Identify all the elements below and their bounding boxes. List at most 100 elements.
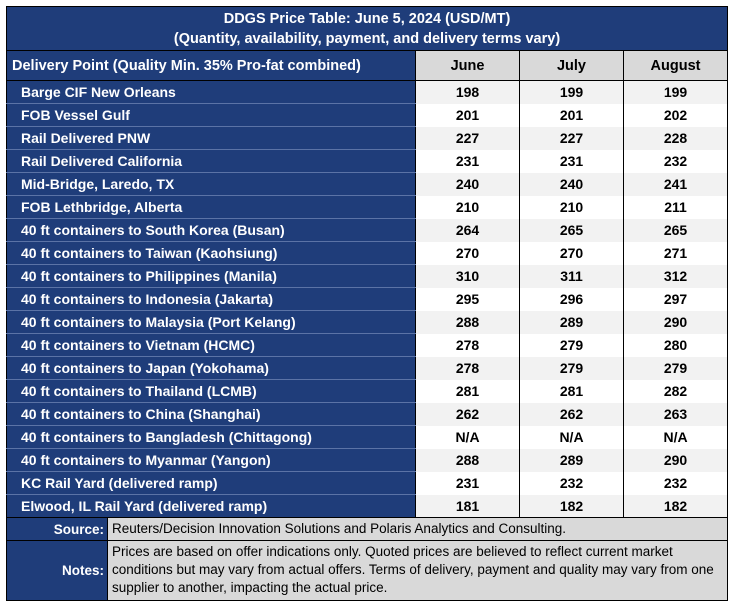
- ddgs-price-table: DDGS Price Table: June 5, 2024 (USD/MT) …: [5, 6, 729, 601]
- delivery-point-cell: 40 ft containers to Myanmar (Yangon): [6, 448, 416, 472]
- price-cell-july: 182: [519, 494, 624, 518]
- price-cell-july: 210: [519, 195, 624, 219]
- price-cell-july: 232: [519, 471, 624, 495]
- price-cell-july: 279: [519, 333, 624, 357]
- delivery-point-cell: 40 ft containers to Indonesia (Jakarta): [6, 287, 416, 311]
- price-cell-august: 279: [622, 356, 729, 380]
- delivery-point-cell: Rail Delivered PNW: [6, 126, 416, 150]
- footer-inner-table: Source: Reuters/Decision Innovation Solut…: [7, 518, 728, 540]
- table-row: Barge CIF New Orleans 198 199 199: [6, 80, 729, 104]
- price-cell-august: 232: [622, 149, 729, 173]
- price-cell-june: 281: [415, 379, 520, 403]
- delivery-point-cell: Elwood, IL Rail Yard (delivered ramp): [6, 494, 416, 518]
- price-cell-july: 281: [519, 379, 624, 403]
- title-line-2: (Quantity, availability, payment, and de…: [173, 31, 561, 47]
- price-cell-july: 311: [519, 264, 624, 288]
- price-cell-june: 278: [415, 333, 520, 357]
- price-cell-august: 182: [622, 494, 729, 518]
- table-row: KC Rail Yard (delivered ramp) 231 232 232: [6, 471, 729, 495]
- delivery-point-cell: 40 ft containers to Philippines (Manila): [6, 264, 416, 288]
- month-header-july: July: [519, 50, 624, 81]
- table-row: 40 ft containers to China (Shanghai) 262 2…: [6, 402, 729, 426]
- price-cell-june: 264: [415, 218, 520, 242]
- table-row: 40 ft containers to Philippines (Manila)…: [6, 264, 729, 288]
- table-row: Mid-Bridge, Laredo, TX 240 240 241: [6, 172, 729, 196]
- month-header-august: August: [622, 50, 729, 81]
- table-row: 40 ft containers to Thailand (LCMB) 281 28…: [6, 379, 729, 403]
- price-cell-june: 227: [415, 126, 520, 150]
- price-cell-june: 201: [415, 103, 520, 127]
- delivery-point-cell: 40 ft containers to Taiwan (Kaohsiung): [6, 241, 416, 265]
- price-cell-august: 280: [622, 333, 729, 357]
- footer-inner-table: Notes: Prices are based on offer indicati…: [7, 541, 728, 600]
- price-cell-august: 211: [622, 195, 729, 219]
- notes-text: Prices are based on offer indications on…: [107, 541, 728, 600]
- price-cell-july: 270: [519, 241, 624, 265]
- source-text: Reuters/Decision Innovation Solutions an…: [107, 518, 728, 540]
- table-row: 40 ft containers to Bangladesh (Chittago…: [6, 425, 729, 449]
- table-row: 40 ft containers to South Korea (Busan) 2…: [6, 218, 729, 242]
- table-row: Rail Delivered California 231 231 232: [6, 149, 729, 173]
- price-cell-june: 310: [415, 264, 520, 288]
- price-cell-july: 289: [519, 310, 624, 334]
- table-row: 40 ft containers to Malaysia (Port Kelan…: [6, 310, 729, 334]
- delivery-point-cell: 40 ft containers to Bangladesh (Chittago…: [6, 425, 416, 449]
- price-cell-august: 312: [622, 264, 729, 288]
- price-cell-july: 231: [519, 149, 624, 173]
- table-row: 40 ft containers to Myanmar (Yangon) 288 2…: [6, 448, 729, 472]
- delivery-point-cell: FOB Lethbridge, Alberta: [6, 195, 416, 219]
- price-cell-june: 231: [415, 149, 520, 173]
- price-cell-june: N/A: [415, 425, 520, 449]
- delivery-point-cell: Rail Delivered California: [6, 149, 416, 173]
- price-cell-june: 181: [415, 494, 520, 518]
- price-cell-june: 295: [415, 287, 520, 311]
- table-title: DDGS Price Table: June 5, 2024 (USD/MT) …: [5, 6, 729, 51]
- price-cell-june: 231: [415, 471, 520, 495]
- price-cell-june: 270: [415, 241, 520, 265]
- table-row: 40 ft containers to Japan (Yokohama) 278 2…: [6, 356, 729, 380]
- delivery-point-cell: 40 ft containers to Japan (Yokohama): [6, 356, 416, 380]
- price-cell-august: 290: [622, 448, 729, 472]
- price-cell-june: 262: [415, 402, 520, 426]
- delivery-point-cell: Mid-Bridge, Laredo, TX: [6, 172, 416, 196]
- price-cell-august: 271: [622, 241, 729, 265]
- table-row: FOB Vessel Gulf 201 201 202: [6, 103, 729, 127]
- table-row: Rail Delivered PNW 227 227 228: [6, 126, 729, 150]
- price-cell-august: 290: [622, 310, 729, 334]
- table-row: Elwood, IL Rail Yard (delivered ramp) 181…: [6, 494, 729, 518]
- price-cell-august: 265: [622, 218, 729, 242]
- table-row: FOB Lethbridge, Alberta 210 210 211: [6, 195, 729, 219]
- price-cell-august: 263: [622, 402, 729, 426]
- ddgs-price-table-container: DDGS Price Table: June 5, 2024 (USD/MT) …: [5, 6, 729, 601]
- price-cell-august: 282: [622, 379, 729, 403]
- source-row-cell: Source: Reuters/Decision Innovation Solut…: [5, 517, 729, 541]
- price-cell-july: 201: [519, 103, 624, 127]
- price-cell-august: 202: [622, 103, 729, 127]
- price-cell-july: N/A: [519, 425, 624, 449]
- notes-row-cell: Notes: Prices are based on offer indicati…: [5, 540, 729, 601]
- delivery-point-cell: FOB Vessel Gulf: [6, 103, 416, 127]
- delivery-point-cell: 40 ft containers to China (Shanghai): [6, 402, 416, 426]
- price-cell-august: 199: [622, 80, 729, 104]
- price-cell-june: 288: [415, 448, 520, 472]
- price-cell-july: 265: [519, 218, 624, 242]
- price-cell-july: 262: [519, 402, 624, 426]
- price-cell-july: 240: [519, 172, 624, 196]
- title-line-1: DDGS Price Table: June 5, 2024 (USD/MT): [223, 11, 511, 27]
- delivery-point-cell: 40 ft containers to Thailand (LCMB): [6, 379, 416, 403]
- price-cell-august: 241: [622, 172, 729, 196]
- source-label: Source:: [7, 518, 108, 540]
- table-row: 40 ft containers to Vietnam (HCMC) 278 279…: [6, 333, 729, 357]
- delivery-point-cell: 40 ft containers to Vietnam (HCMC): [6, 333, 416, 357]
- table-row: 40 ft containers to Taiwan (Kaohsiung) 27…: [6, 241, 729, 265]
- price-cell-june: 210: [415, 195, 520, 219]
- delivery-point-cell: 40 ft containers to Malaysia (Port Kelan…: [6, 310, 416, 334]
- price-cell-august: 228: [622, 126, 729, 150]
- price-cell-july: 289: [519, 448, 624, 472]
- price-cell-august: N/A: [622, 425, 729, 449]
- price-cell-june: 198: [415, 80, 520, 104]
- column-header-row: Delivery Point (Quality Min. 35% Pro-fat…: [6, 50, 729, 81]
- notes-row: Notes: Prices are based on offer indicati…: [5, 540, 729, 601]
- price-cell-august: 232: [622, 471, 729, 495]
- price-cell-june: 278: [415, 356, 520, 380]
